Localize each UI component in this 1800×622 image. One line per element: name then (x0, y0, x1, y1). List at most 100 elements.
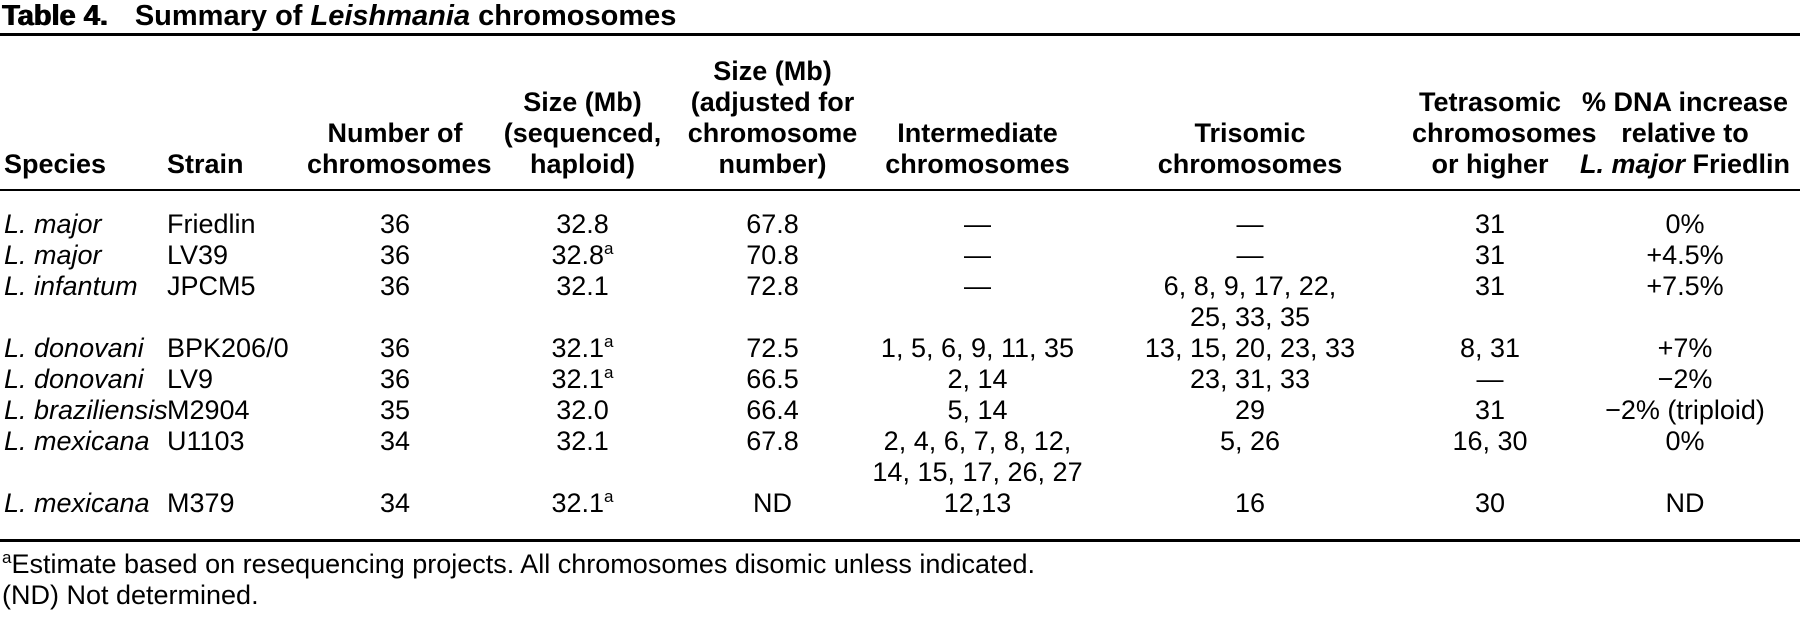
cell-chromosome_count: 34 (379, 488, 411, 518)
cell-dna_increase: +7% (1657, 333, 1713, 363)
cell-intermediate: 2, 4, 6, 7, 8, 12, 14, 15, 17, 26, 27 (872, 426, 1083, 487)
bottom-rule (0, 539, 1800, 542)
cell-dna_increase: ND (1665, 488, 1705, 518)
cell-strain: Friedlin (167, 209, 256, 239)
table-row: L. mexicana M379 34 32.1a ND 12,13 16 30 ND (0, 488, 1800, 539)
cell-size_sequenced: 32.1 (556, 426, 609, 456)
cell-tetrasomic: 31 (1474, 209, 1506, 239)
cell-trisomic: — (1236, 240, 1264, 270)
cell-size_adjusted: 66.5 (746, 364, 799, 394)
cell-dna_increase: +4.5% (1646, 240, 1724, 270)
cell-size_sequenced: 32.1a (551, 363, 614, 394)
table-title: Table 4. Summary of Leishmania chromosome… (0, 0, 1800, 33)
cell-tetrasomic: 16, 30 (1452, 426, 1528, 456)
cell-dna_increase: 0% (1665, 209, 1705, 239)
cell-tetrasomic: — (1476, 364, 1504, 394)
cell-species: L. mexicana (4, 426, 150, 456)
cell-trisomic: 16 (1234, 488, 1266, 518)
cell-size_adjusted: 67.8 (746, 209, 799, 239)
chromosome-summary-table: Species Strain Number of chromosomes Size (M… (0, 36, 1800, 539)
cell-strain: U1103 (167, 426, 245, 456)
table-head: Species Strain Number of chromosomes Size (M… (0, 36, 1800, 191)
cell-intermediate: 2, 14 (947, 364, 1008, 394)
column-header-chromosome_count: Number of chromosomes (305, 36, 492, 191)
cell-trisomic: 13, 15, 20, 23, 33 (1144, 333, 1356, 363)
cell-species: L. donovani (4, 333, 144, 363)
cell-size_sequenced: 32.1 (556, 271, 609, 301)
cell-dna_increase: 0% (1665, 426, 1705, 456)
cell-strain: M379 (167, 488, 235, 518)
cell-dna_increase: −2% (triploid) (1605, 395, 1765, 425)
cell-chromosome_count: 36 (379, 240, 411, 270)
table-row: L. braziliensis M2904 35 32.0 66.4 5, 14 29 31 −… (0, 395, 1800, 426)
cell-size_adjusted: 67.8 (746, 426, 799, 456)
cell-intermediate: 5, 14 (947, 395, 1008, 425)
cell-chromosome_count: 34 (379, 426, 411, 456)
footnote-1: aEstimate based on resequencing projects… (2, 548, 1035, 579)
cell-trisomic: 23, 31, 33 (1189, 364, 1311, 394)
cell-trisomic: 5, 26 (1219, 426, 1281, 456)
top-rule (0, 33, 1800, 36)
cell-trisomic: — (1236, 209, 1264, 239)
cell-size_sequenced: 32.0 (556, 395, 609, 425)
cell-intermediate: 1, 5, 6, 9, 11, 35 (880, 333, 1075, 363)
table-row: L. infantum JPCM5 36 32.1 72.8 — 6, 8, 9, 17, … (0, 271, 1800, 333)
cell-species: L. mexicana (4, 488, 150, 518)
cell-species: L. major (4, 209, 102, 239)
cell-strain: LV9 (167, 364, 214, 394)
cell-intermediate: — (964, 271, 991, 301)
column-header-tetrasomic: Tetrasomic chromosomes or higher (1410, 36, 1597, 191)
cell-species: L. braziliensis (4, 395, 168, 425)
table-title-text: Summary of Leishmania chromosomes (134, 0, 677, 32)
column-header-trisomic: Trisomic chromosomes (1090, 36, 1410, 191)
cell-chromosome_count: 36 (379, 364, 411, 394)
cell-species: L. infantum (4, 271, 138, 301)
cell-size_adjusted: ND (753, 488, 792, 518)
table-row: L. donovani LV9 36 32.1a 66.5 2, 14 23, 31, 33… (0, 364, 1800, 395)
cell-intermediate: — (964, 240, 991, 270)
table-row: L. donovani BPK206/0 36 32.1a 72.5 1, 5, 6, 9… (0, 333, 1800, 364)
column-header-species: Species (0, 36, 165, 191)
cell-size_adjusted: 70.8 (746, 240, 799, 270)
cell-tetrasomic: 31 (1474, 271, 1506, 301)
table-title-label: Table 4. (2, 0, 108, 32)
table-row: L. mexicana U1103 34 32.1 67.8 2, 4, 6, 7, 8,… (0, 426, 1800, 488)
cell-strain: JPCM5 (167, 271, 256, 301)
cell-species: L. donovani (4, 364, 144, 394)
cell-size_adjusted: 72.5 (746, 333, 799, 363)
cell-size_adjusted: 72.8 (746, 271, 799, 301)
footnote-2: (ND) Not determined. (2, 580, 259, 610)
cell-species: L. major (4, 240, 102, 270)
cell-tetrasomic: 30 (1474, 488, 1506, 518)
cell-trisomic: 29 (1234, 395, 1266, 425)
cell-tetrasomic: 31 (1474, 240, 1506, 270)
cell-strain: BPK206/0 (167, 333, 289, 363)
footnotes: aEstimate based on resequencing projects… (0, 542, 1800, 611)
column-header-intermediate: Intermediate chromosomes (865, 36, 1090, 191)
cell-tetrasomic: 8, 31 (1459, 333, 1521, 363)
cell-size_sequenced: 32.1a (551, 487, 614, 518)
cell-size_sequenced: 32.1a (551, 332, 614, 363)
column-header-size_sequenced: Size (Mb) (sequenced, haploid) (485, 36, 680, 191)
column-header-size_adjusted: Size (Mb) (adjusted for chromosome number) (680, 36, 865, 191)
cell-size_sequenced: 32.8 (556, 209, 609, 239)
cell-strain: LV39 (167, 240, 229, 270)
cell-size_adjusted: 66.4 (746, 395, 799, 425)
cell-size_sequenced: 32.8a (551, 239, 614, 270)
cell-trisomic: 6, 8, 9, 17, 22, 25, 33, 35 (1163, 271, 1337, 332)
table-row: L. major Friedlin 36 32.8 67.8 — — 31 0% (0, 190, 1800, 240)
column-header-strain: Strain (165, 36, 305, 191)
cell-dna_increase: +7.5% (1646, 271, 1724, 301)
table-body: L. major Friedlin 36 32.8 67.8— —31 0% L. major… (0, 190, 1800, 539)
column-header-dna_increase: % DNA increase relative to L. major Friedl… (1570, 36, 1800, 191)
table-header-row: Species Strain Number of chromosomes Size (M… (0, 36, 1800, 191)
cell-intermediate: — (964, 209, 991, 239)
cell-chromosome_count: 36 (379, 271, 411, 301)
table-row: L. major LV39 36 32.8a 70.8 — — 31 +4.5% (0, 240, 1800, 271)
cell-dna_increase: −2% (1657, 364, 1713, 394)
cell-chromosome_count: 36 (379, 209, 411, 239)
cell-intermediate: 12,13 (943, 488, 1012, 518)
cell-strain: M2904 (167, 395, 250, 425)
cell-tetrasomic: 31 (1474, 395, 1506, 425)
